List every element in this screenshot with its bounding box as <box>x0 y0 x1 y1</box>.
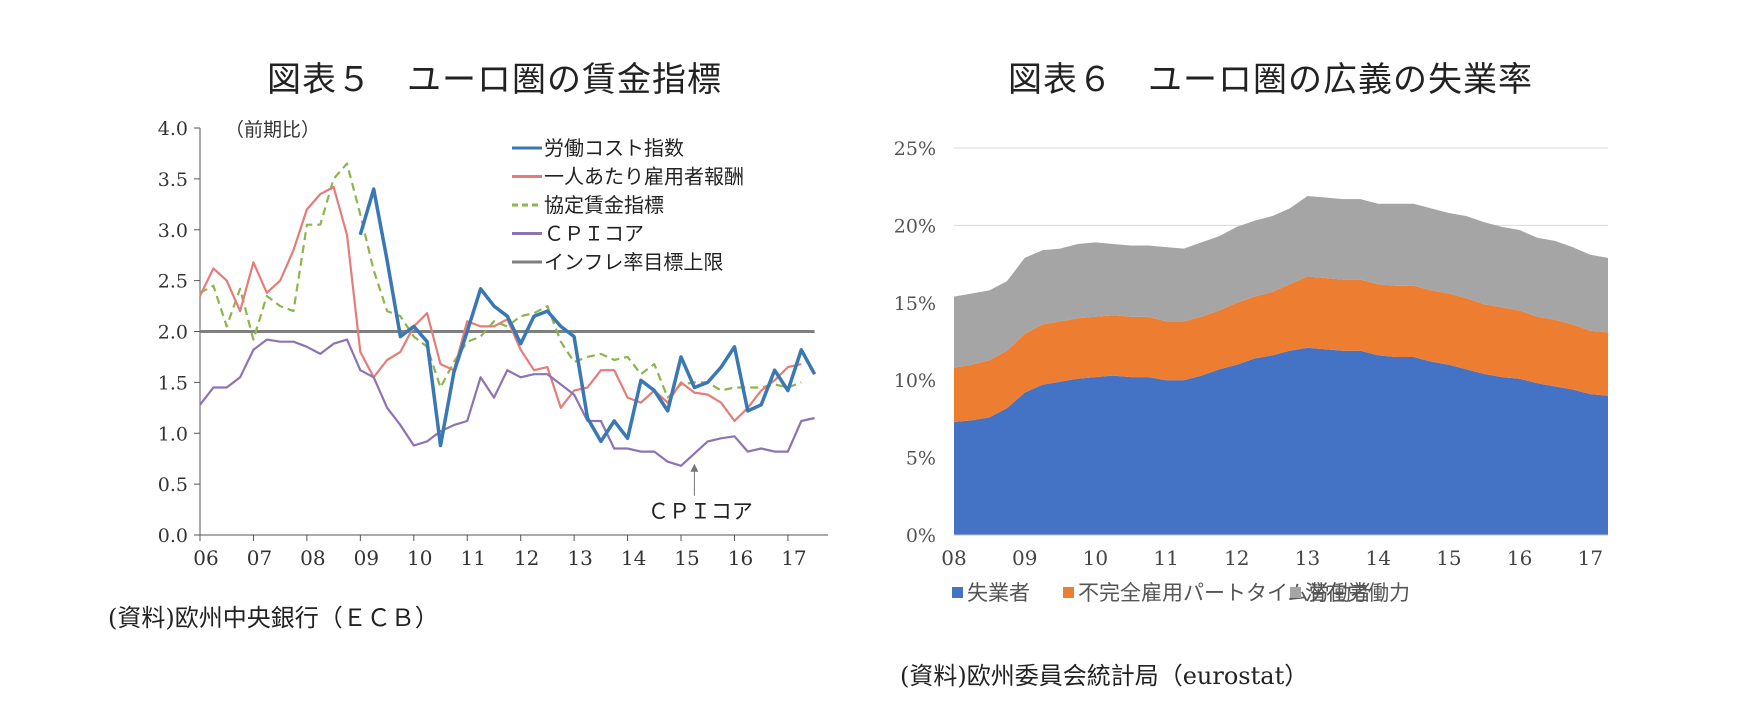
chart6-source: (資料)欧州委員会統計局（eurostat） <box>900 662 1309 690</box>
chart6-y-tick-label: 25% <box>894 138 936 160</box>
chart6-x-tick-label: 08 <box>941 546 966 570</box>
chart5-annotation-label: ＣＰＩコア <box>648 500 753 524</box>
chart5-y-tick-label: 1.0 <box>158 423 188 445</box>
chart5-y-tick-label: 0.5 <box>158 474 188 496</box>
chart5-y-label: （前期比） <box>225 119 320 141</box>
chart5-x-tick-label: 13 <box>567 546 592 570</box>
chart6-series-area <box>954 276 1608 422</box>
chart5-annotation-arrowhead <box>690 463 699 472</box>
chart6-y-tick-label: 20% <box>894 215 936 237</box>
chart6-x-tick-label: 09 <box>1012 546 1037 570</box>
chart5-legend-label: ＣＰＩコア <box>544 222 644 246</box>
chart6-plot: 0% 5% 10% 15% 20% 25% 08 09 10 11 12 13 14 15 16 17 失業者 不… <box>894 138 1608 605</box>
chart5-x-tick-label: 16 <box>728 546 753 570</box>
chart5-legend-label: 労働コスト指数 <box>544 136 684 160</box>
chart5-x-tick-label: 08 <box>300 546 325 570</box>
chart6-legend-label: 潜在労働力 <box>1305 581 1410 605</box>
chart6-y-tick-label: 15% <box>894 293 936 315</box>
chart5-x-tick-label: 06 <box>193 546 218 570</box>
chart5-title: 図表５ ユーロ圏の賃金指標 <box>267 60 722 100</box>
chart5-series-line <box>199 338 815 467</box>
chart5-x-tick-label: 10 <box>407 546 432 570</box>
chart6-series-area <box>954 347 1608 535</box>
chart6-legend-swatch <box>1063 587 1074 598</box>
chart5-panel: 図表５ ユーロ圏の賃金指標 4.0 3.5 3.0 2.5 2.0 1.5 1.0 0.5 0.… <box>0 0 870 719</box>
chart6-x-tick-label: 10 <box>1083 546 1108 570</box>
chart5-y-tick-label: 3.5 <box>158 169 188 191</box>
chart5-y-tick-label: 2.0 <box>158 322 188 344</box>
chart6-y-tick-label: 0% <box>906 525 936 547</box>
chart5-y-tick-label: 0.0 <box>158 525 188 547</box>
chart6-legend-label: 失業者 <box>967 581 1030 605</box>
chart6-legend-swatch <box>952 587 963 598</box>
chart6-y-tick-label: 10% <box>894 370 936 392</box>
chart6-x-tick-label: 14 <box>1365 546 1390 570</box>
chart6-x-tick-label: 16 <box>1507 546 1532 570</box>
chart5-series-line <box>358 187 817 448</box>
chart5-x-tick-label: 12 <box>514 546 539 570</box>
chart6-legend-label: 不完全雇用パートタイム労働者 <box>1078 581 1372 605</box>
chart5-x-tick-label: 11 <box>461 546 486 570</box>
chart5-source: (資料)欧州中央銀行（ＥＣＢ） <box>108 604 439 632</box>
chart6-x-tick-label: 17 <box>1578 546 1603 570</box>
chart5-x-tick-label: 17 <box>781 546 806 570</box>
chart6-y-tick-label: 5% <box>906 448 936 470</box>
chart5-x-tick-label: 14 <box>621 546 646 570</box>
chart6-series-area <box>954 196 1608 368</box>
chart5-legend-label: 協定賃金指標 <box>544 193 664 217</box>
chart5-y-tick-label: 2.5 <box>158 271 188 293</box>
chart5-y-tick-label: 4.0 <box>158 118 188 140</box>
chart5-y-tick-label: 3.0 <box>158 220 188 242</box>
chart6-x-tick-label: 15 <box>1436 546 1461 570</box>
chart5-legend-label: インフレ率目標上限 <box>544 250 723 274</box>
chart6-title: 図表６ ユーロ圏の広義の失業率 <box>1008 60 1533 100</box>
chart6-legend-swatch <box>1290 587 1301 598</box>
chart5-legend-label: 一人あたり雇用者報酬 <box>544 165 744 189</box>
chart5-x-tick-label: 09 <box>354 546 379 570</box>
chart5-x-tick-label: 07 <box>247 546 272 570</box>
chart6-x-tick-label: 12 <box>1224 546 1249 570</box>
chart5-plot: 4.0 3.5 3.0 2.5 2.0 1.5 1.0 0.5 0.006 07 08 09 10 11 1… <box>158 118 828 570</box>
chart5-series-line <box>199 162 802 399</box>
chart5-series-line <box>199 185 802 423</box>
chart6-x-tick-label: 11 <box>1153 546 1178 570</box>
chart5-x-tick-label: 15 <box>674 546 699 570</box>
chart6-panel: 図表６ ユーロ圏の広義の失業率 0% 5% 10% 15% 20% 25% 08 09 10 11… <box>870 0 1753 719</box>
chart5-y-tick-label: 1.5 <box>158 372 188 394</box>
chart6-x-tick-label: 13 <box>1295 546 1320 570</box>
